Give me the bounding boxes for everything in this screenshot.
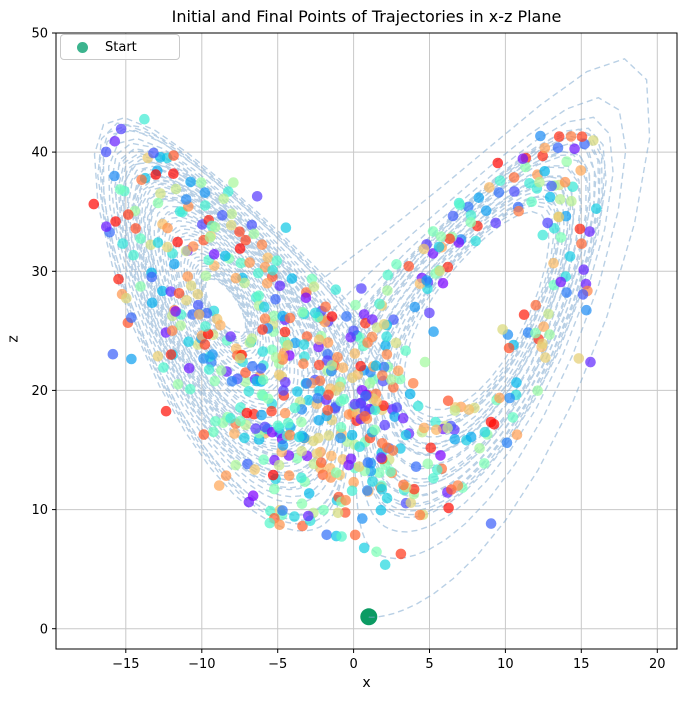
svg-text:−10: −10 [188, 657, 215, 672]
svg-text:0: 0 [349, 657, 357, 672]
start-marker-icon [77, 41, 88, 53]
svg-text:5: 5 [425, 657, 433, 672]
legend: Start [60, 34, 180, 60]
chart-title: Initial and Final Points of Trajectories… [171, 7, 562, 26]
axis-ticks: −15 −10 −5 0 5 10 15 20 0 10 20 30 40 50 [31, 27, 665, 672]
svg-text:−15: −15 [112, 657, 139, 672]
svg-text:20: 20 [31, 384, 48, 399]
svg-text:50: 50 [31, 27, 48, 42]
plot-spines [55, 32, 678, 650]
svg-text:−5: −5 [268, 657, 287, 672]
svg-text:10: 10 [31, 503, 48, 518]
svg-text:10: 10 [497, 657, 514, 672]
svg-text:20: 20 [649, 657, 666, 672]
svg-text:15: 15 [573, 657, 590, 672]
final-points [88, 113, 602, 570]
svg-text:0: 0 [40, 622, 48, 637]
svg-text:40: 40 [31, 146, 48, 161]
legend-label-start: Start [105, 39, 137, 55]
svg-text:30: 30 [31, 265, 48, 280]
x-axis-label: x [362, 675, 371, 691]
